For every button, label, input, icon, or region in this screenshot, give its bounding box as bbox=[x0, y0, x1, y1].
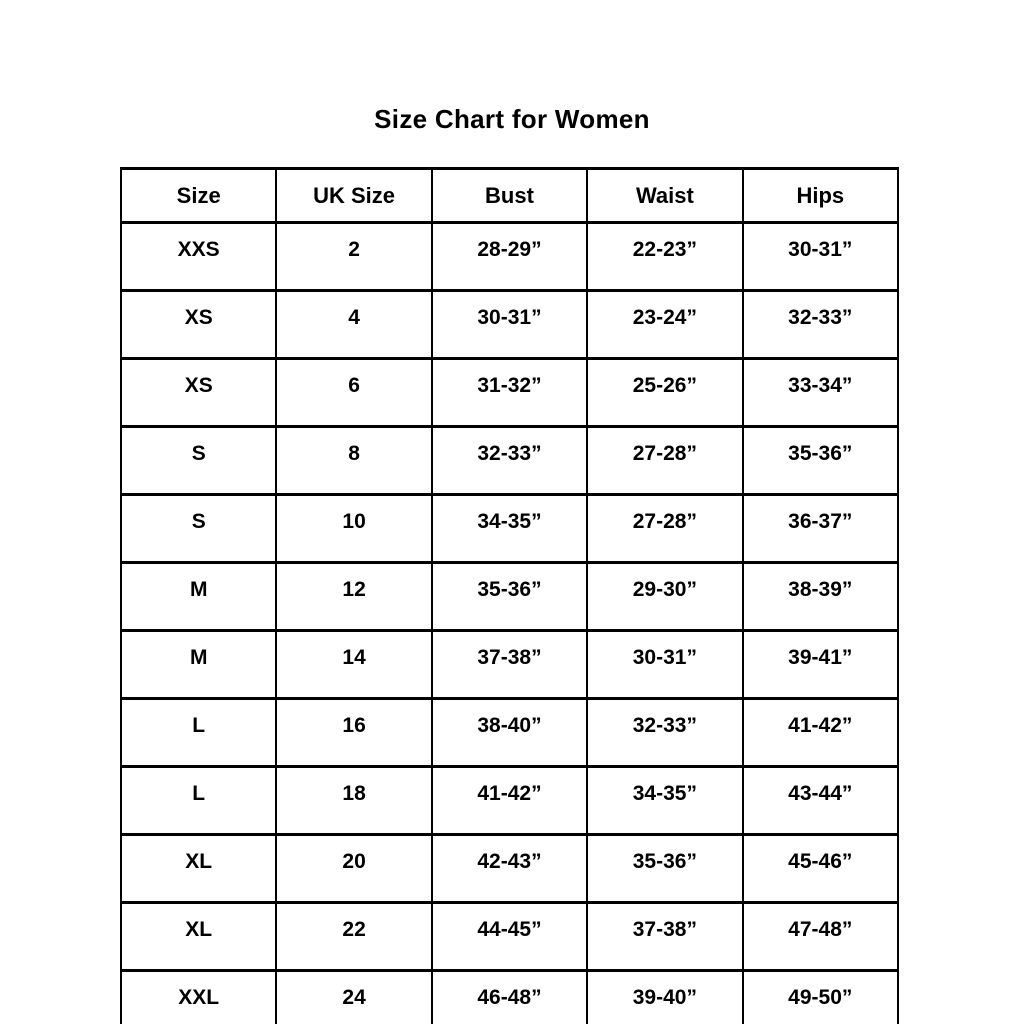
table-cell: 37-38” bbox=[586, 901, 744, 972]
column-header-waist: Waist bbox=[586, 167, 744, 224]
table-cell: 32-33” bbox=[430, 425, 589, 496]
table-cell: 34-35” bbox=[430, 493, 589, 564]
table-cell: XL bbox=[119, 833, 278, 904]
table-cell: 10 bbox=[275, 493, 433, 564]
table-cell: 27-28” bbox=[586, 425, 744, 496]
table-cell: 47-48” bbox=[741, 901, 900, 972]
table-cell: 27-28” bbox=[586, 493, 744, 564]
table-row: S 8 32-33” 27-28” 35-36” bbox=[119, 425, 900, 496]
table-cell: 2 bbox=[275, 221, 433, 292]
table-cell: 39-40” bbox=[586, 969, 744, 1024]
table-row: XL 22 44-45” 37-38” 47-48” bbox=[119, 901, 900, 972]
table-cell: 41-42” bbox=[741, 697, 900, 768]
table-cell: 36-37” bbox=[741, 493, 900, 564]
table-cell: 45-46” bbox=[741, 833, 900, 904]
table-cell: S bbox=[119, 425, 278, 496]
table-cell: 39-41” bbox=[741, 629, 900, 700]
table-cell: 34-35” bbox=[586, 765, 744, 836]
table-cell: 8 bbox=[275, 425, 433, 496]
table-cell: 6 bbox=[275, 357, 433, 428]
table-cell: 44-45” bbox=[430, 901, 589, 972]
size-table: Size UK Size Bust Waist Hips XXS 2 28-29” 22-23… bbox=[119, 167, 900, 1024]
table-row: XL 20 42-43” 35-36” 45-46” bbox=[119, 833, 900, 904]
table-cell: 37-38” bbox=[430, 629, 589, 700]
table-cell: 12 bbox=[275, 561, 433, 632]
table-cell: 43-44” bbox=[741, 765, 900, 836]
table-row: L 16 38-40” 32-33” 41-42” bbox=[119, 697, 900, 768]
table-row: XS 6 31-32” 25-26” 33-34” bbox=[119, 357, 900, 428]
table-cell: 38-39” bbox=[741, 561, 900, 632]
table-cell: 38-40” bbox=[430, 697, 589, 768]
column-header-uk-size: UK Size bbox=[275, 167, 433, 224]
table-cell: 25-26” bbox=[586, 357, 744, 428]
table-cell: 16 bbox=[275, 697, 433, 768]
table-row: XS 4 30-31” 23-24” 32-33” bbox=[119, 289, 900, 360]
table-cell: 24 bbox=[275, 969, 433, 1024]
table-cell: 20 bbox=[275, 833, 433, 904]
table-cell: 41-42” bbox=[430, 765, 589, 836]
table-cell: L bbox=[119, 765, 278, 836]
table-cell: 18 bbox=[275, 765, 433, 836]
table-cell: 14 bbox=[275, 629, 433, 700]
table-row: M 14 37-38” 30-31” 39-41” bbox=[119, 629, 900, 700]
table-cell: 35-36” bbox=[430, 561, 589, 632]
column-header-bust: Bust bbox=[430, 167, 589, 224]
table-cell: 46-48” bbox=[430, 969, 589, 1024]
table-cell: 23-24” bbox=[586, 289, 744, 360]
column-header-hips: Hips bbox=[741, 167, 900, 224]
table-cell: M bbox=[119, 629, 278, 700]
table-cell: L bbox=[119, 697, 278, 768]
table-cell: XXS bbox=[119, 221, 278, 292]
table-cell: M bbox=[119, 561, 278, 632]
table-row: XXS 2 28-29” 22-23” 30-31” bbox=[119, 221, 900, 292]
table-cell: 32-33” bbox=[586, 697, 744, 768]
table-cell: 31-32” bbox=[430, 357, 589, 428]
table-cell: 42-43” bbox=[430, 833, 589, 904]
table-cell: 29-30” bbox=[586, 561, 744, 632]
table-cell: 4 bbox=[275, 289, 433, 360]
table-cell: XS bbox=[119, 289, 278, 360]
table-row: L 18 41-42” 34-35” 43-44” bbox=[119, 765, 900, 836]
table-cell: XL bbox=[119, 901, 278, 972]
column-header-size: Size bbox=[119, 167, 278, 224]
size-table-body: XXS 2 28-29” 22-23” 30-31” XS 4 30-31” 23-24” 32-… bbox=[119, 221, 900, 1024]
table-cell: 28-29” bbox=[430, 221, 589, 292]
table-row: XXL 24 46-48” 39-40” 49-50” bbox=[119, 969, 900, 1024]
table-row: S 10 34-35” 27-28” 36-37” bbox=[119, 493, 900, 564]
table-cell: XXL bbox=[119, 969, 278, 1024]
table-row: M 12 35-36” 29-30” 38-39” bbox=[119, 561, 900, 632]
table-cell: 32-33” bbox=[741, 289, 900, 360]
table-cell: 22 bbox=[275, 901, 433, 972]
table-cell: 30-31” bbox=[586, 629, 744, 700]
table-cell: S bbox=[119, 493, 278, 564]
table-cell: 49-50” bbox=[741, 969, 900, 1024]
table-cell: 30-31” bbox=[430, 289, 589, 360]
table-cell: 30-31” bbox=[741, 221, 900, 292]
table-cell: XS bbox=[119, 357, 278, 428]
table-cell: 22-23” bbox=[586, 221, 744, 292]
table-cell: 35-36” bbox=[586, 833, 744, 904]
header-row: Size UK Size Bust Waist Hips bbox=[119, 167, 900, 224]
page-title: Size Chart for Women bbox=[374, 104, 650, 134]
table-cell: 33-34” bbox=[741, 357, 900, 428]
size-table-header: Size UK Size Bust Waist Hips bbox=[119, 167, 900, 224]
table-cell: 35-36” bbox=[741, 425, 900, 496]
